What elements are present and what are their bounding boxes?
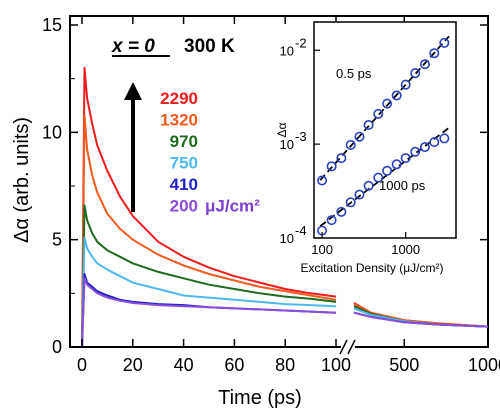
- inset-point-0: [354, 131, 365, 142]
- inset-point-1: [336, 206, 347, 217]
- inset-x-tick-label: 100: [311, 242, 333, 257]
- series-line-200-seg0: [81, 277, 337, 348]
- inset-y-tick-exponent: -3: [295, 129, 307, 144]
- inset-point-1: [363, 180, 374, 191]
- inset-point-0: [382, 98, 393, 109]
- x-tick-label: 500: [389, 355, 419, 375]
- inset-y-tick-exponent: -2: [295, 35, 307, 50]
- legend-item-410: 410: [170, 175, 198, 194]
- inset-series-label-0: 0.5 ps: [336, 66, 372, 81]
- inset-point-1: [439, 133, 450, 144]
- series-line-750-seg0: [81, 236, 337, 348]
- inset-point-1: [373, 172, 384, 183]
- inset-point-0: [391, 90, 402, 101]
- y-tick-label: 10: [42, 122, 62, 142]
- inset-plot-area: [313, 21, 457, 239]
- legend-item-1320: 1320: [160, 111, 198, 130]
- inset-point-1: [419, 142, 430, 153]
- inset-point-0: [400, 79, 411, 90]
- inset-point-0: [345, 139, 356, 150]
- legend-unit: μJ/cm²: [205, 197, 260, 216]
- inset-point-0: [410, 68, 421, 79]
- inset-y-tick-label: 10: [280, 137, 294, 152]
- inset-point-0: [363, 119, 374, 130]
- inset-point-1: [326, 215, 337, 226]
- inset-point-0: [373, 108, 384, 119]
- series-line-200-seg1: [353, 311, 489, 328]
- inset-point-1: [391, 159, 402, 170]
- x-tick-label: 80: [275, 355, 295, 375]
- inset-point-1: [382, 165, 393, 176]
- y-tick-label: 0: [52, 337, 62, 357]
- series-line-2290-seg0: [81, 66, 337, 348]
- inset-point-0: [419, 59, 430, 70]
- inset-series-label-1: 1000 ps: [379, 178, 426, 193]
- inset-x-axis-label: Excitation Density (μJ/cm²): [301, 261, 444, 275]
- plot-area: [69, 15, 489, 348]
- title-temperature: 300 K: [184, 36, 235, 57]
- x-tick-label: 100: [321, 355, 351, 375]
- series-line-1320-seg0: [81, 114, 337, 348]
- x-tick-label: 40: [174, 355, 194, 375]
- inset-y-axis-label: Δα: [275, 122, 289, 137]
- inset-background: [314, 22, 456, 238]
- x-tick-label: 20: [123, 355, 143, 375]
- x-tick-label: 0: [77, 355, 87, 375]
- x-tick-label: 60: [224, 355, 244, 375]
- increase-arrow-head: [124, 82, 142, 100]
- y-tick-label: 15: [42, 15, 62, 35]
- legend-item-200: 200: [170, 197, 198, 216]
- inset-point-1: [345, 197, 356, 208]
- inset-point-0: [336, 153, 347, 164]
- main-series-group: [81, 66, 489, 348]
- inset-y-tick-label: 10: [280, 231, 294, 246]
- x-tick-label: 1000: [468, 355, 500, 375]
- inset-y-tick-label: 10: [280, 43, 294, 58]
- inset-point-1: [354, 189, 365, 200]
- y-axis-label: Δα (arb. units): [11, 117, 33, 243]
- x-axis-break: [339, 339, 356, 355]
- inset-point-0: [439, 37, 450, 48]
- x-axis-label: Time (ps): [218, 387, 302, 409]
- inset-point-0: [326, 161, 337, 172]
- legend-item-750: 750: [170, 154, 198, 173]
- legend-item-970: 970: [170, 132, 198, 151]
- legend-item-2290: 2290: [160, 89, 198, 108]
- y-tick-label: 5: [52, 230, 62, 250]
- title-variable: x = 0: [111, 36, 155, 57]
- inset-y-tick-exponent: -4: [295, 223, 307, 238]
- inset-point-1: [429, 137, 440, 148]
- series-line-970-seg0: [81, 204, 337, 348]
- legend: 2290 1320 970 750 410 200 μJ/cm²: [160, 89, 260, 216]
- inset-point-1: [400, 153, 411, 164]
- main-axes-group: 0 5 10 15 0 20 40 60 80 100 500 1000: [42, 15, 500, 375]
- inset-point-0: [429, 48, 440, 59]
- inset-point-1: [410, 146, 421, 157]
- inset-x-tick-label: 1000: [391, 242, 420, 257]
- inset-point-0: [317, 175, 328, 186]
